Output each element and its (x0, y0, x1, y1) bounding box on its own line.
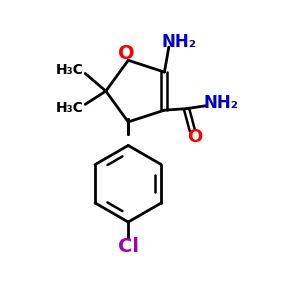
Text: O: O (187, 128, 202, 146)
Text: NH₂: NH₂ (203, 94, 238, 112)
Text: H₃C: H₃C (55, 101, 83, 115)
Text: Cl: Cl (118, 237, 139, 256)
Text: H₃C: H₃C (55, 63, 83, 76)
Text: NH₂: NH₂ (162, 33, 196, 51)
Text: O: O (118, 44, 135, 63)
